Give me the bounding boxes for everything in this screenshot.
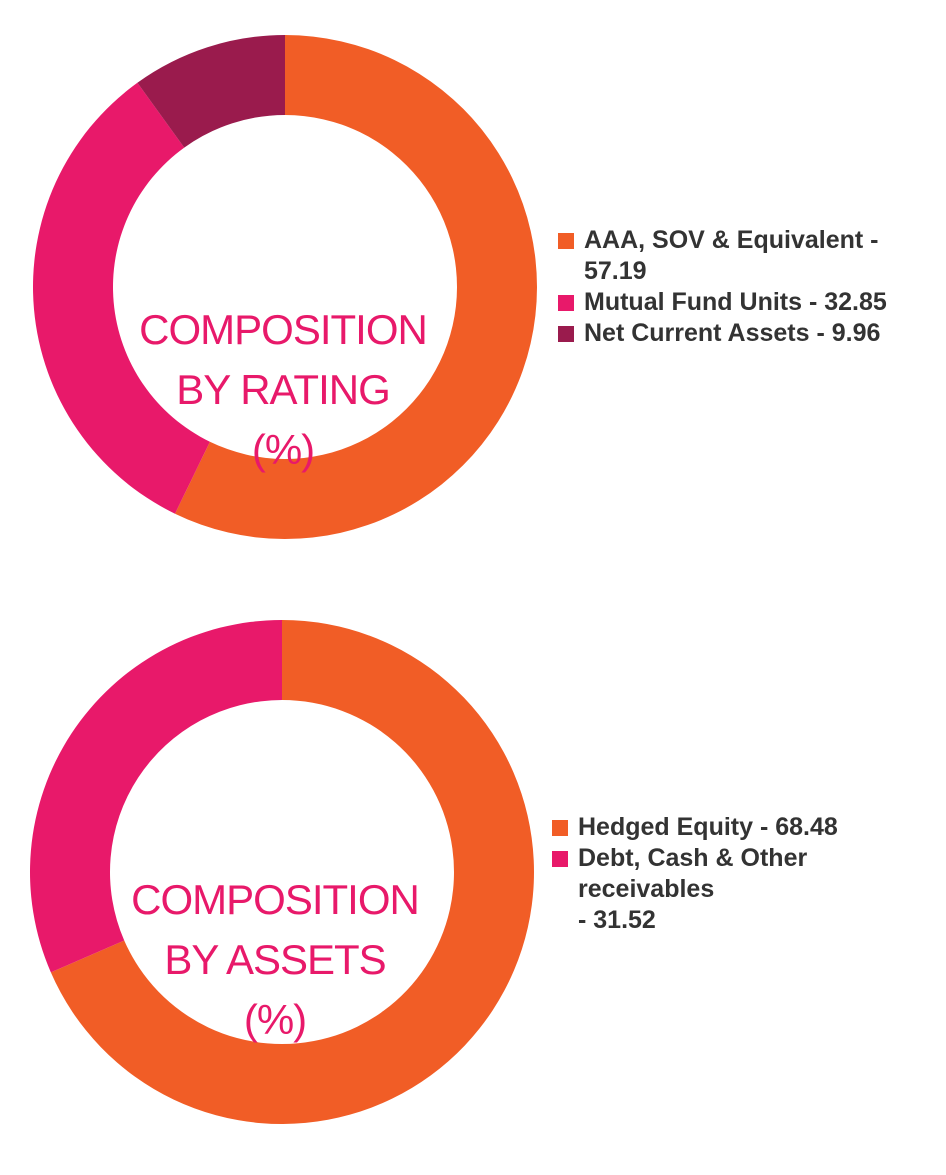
legend-label-aaa: AAA, SOV & Equivalent - <box>584 226 879 254</box>
rating-title-line-3: (%) <box>251 426 315 473</box>
legend-item-aaa: AAA, SOV & Equivalent - 57.19 <box>558 225 908 287</box>
assets-chart-title: COMPOSITION BY ASSETS (%) <box>100 870 450 1050</box>
legend-swatch-debt-cash <box>552 851 568 867</box>
rating-slice-aaa-sov-equivalent <box>174 35 537 539</box>
rating-title-line-2: BY RATING <box>176 366 391 413</box>
legend-value-aaa: 57.19 <box>584 257 647 285</box>
assets-title-line-3: (%) <box>243 996 307 1043</box>
legend-swatch-mutual-fund <box>558 295 574 311</box>
assets-legend: Hedged Equity - 68.48 Debt, Cash & Other… <box>552 812 944 936</box>
legend-item-mutual-fund: Mutual Fund Units - 32.85 <box>558 287 908 318</box>
legend-label-net-current: Net Current Assets - 9.96 <box>584 319 881 347</box>
legend-value-debt-cash: - 31.52 <box>578 906 656 934</box>
legend-label-mutual-fund: Mutual Fund Units - 32.85 <box>584 288 887 316</box>
legend-swatch-aaa <box>558 233 574 249</box>
rating-donut-chart <box>32 35 537 539</box>
rating-legend: AAA, SOV & Equivalent - 57.19 Mutual Fun… <box>558 225 908 349</box>
assets-title-line-2: BY ASSETS <box>164 936 386 983</box>
assets-slice-debt-cash-other-receivables <box>29 620 282 973</box>
rating-slice-mutual-fund-units <box>32 82 210 514</box>
legend-item-net-current: Net Current Assets - 9.96 <box>558 318 908 349</box>
legend-swatch-hedged-equity <box>552 820 568 836</box>
assets-donut-chart <box>29 620 535 1124</box>
legend-item-hedged-equity: Hedged Equity - 68.48 <box>552 812 944 843</box>
legend-label-debt-cash: Debt, Cash & Other receivables <box>578 844 808 903</box>
rating-chart-title: COMPOSITION BY RATING (%) <box>108 300 458 480</box>
assets-slice-hedged-equity <box>50 620 535 1124</box>
rating-title-line-1: COMPOSITION <box>139 306 428 353</box>
legend-label-hedged-equity: Hedged Equity - 68.48 <box>578 813 838 841</box>
legend-item-debt-cash: Debt, Cash & Other receivables - 31.52 <box>552 843 944 936</box>
legend-swatch-net-current <box>558 326 574 342</box>
rating-slice-net-current-assets <box>137 35 285 148</box>
assets-title-line-1: COMPOSITION <box>131 876 420 923</box>
